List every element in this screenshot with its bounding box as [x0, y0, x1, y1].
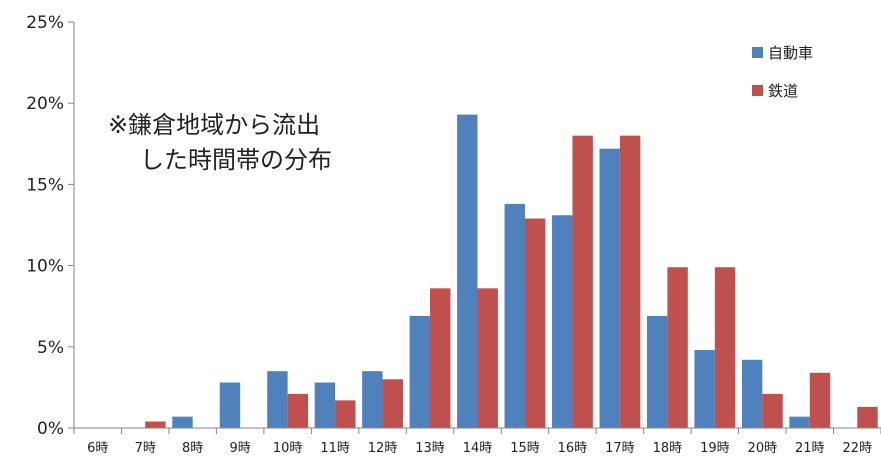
annotation: ※鎌倉地域から流出 した時間帯の分布: [108, 111, 332, 174]
annotation-line-2: した時間帯の分布: [140, 146, 332, 174]
x-tick-label: 13時: [415, 441, 445, 456]
x-tick-label: 6時: [87, 441, 108, 456]
x-tick-label: 18時: [653, 441, 683, 456]
bar: [646, 315, 668, 428]
bar: [524, 218, 546, 428]
x-tick-label: 19時: [700, 441, 730, 456]
bar: [572, 135, 593, 428]
x-tick-label: 17時: [605, 441, 635, 456]
x-tick-label: 16時: [558, 441, 588, 456]
y-axis: 0% 5% 10% 15% 20% 25%: [26, 13, 75, 439]
x-tick-label: 20時: [748, 441, 778, 456]
x-tick-label: 8時: [182, 441, 203, 456]
bar: [287, 393, 309, 428]
legend-label-rail: 鉄道: [768, 82, 798, 100]
bar: [362, 371, 383, 428]
x-tick-label: 10時: [273, 441, 303, 456]
x-tick-label: 12時: [368, 441, 398, 456]
y-tick-label: 20%: [26, 94, 64, 114]
legend-swatch-rail: [752, 85, 763, 96]
bar: [430, 288, 451, 428]
bar: [477, 288, 498, 428]
x-tick-label: 21時: [795, 441, 825, 456]
legend-label-car: 自動車: [768, 44, 813, 62]
x-tick-label: 9時: [230, 441, 251, 456]
legend-swatch-car: [752, 47, 763, 58]
bars: [145, 114, 878, 429]
x-axis: 6時 7時 8時 9時 10時 11時 12時 13時 14時 15時 16時 17時 18時 19時 20…: [73, 427, 881, 456]
x-tick-label: 22時: [842, 441, 872, 456]
bar: [741, 359, 763, 428]
bar: [552, 215, 573, 428]
x-tick-label: 11時: [320, 441, 350, 456]
y-tick-label: 10%: [26, 257, 64, 277]
y-tick-label: 0%: [37, 419, 64, 439]
bar: [667, 267, 688, 428]
bar: [809, 372, 831, 428]
bar: [619, 135, 641, 428]
bar: [762, 393, 783, 428]
bar: [789, 416, 810, 428]
x-tick-label: 15時: [510, 441, 540, 456]
bar: [504, 203, 525, 428]
bar: [694, 350, 715, 428]
bar: [172, 416, 193, 428]
y-tick-label: 25%: [26, 13, 64, 33]
y-tick-label: 5%: [37, 338, 64, 358]
bar: [457, 114, 478, 429]
bar: [267, 371, 288, 428]
bar: [219, 382, 241, 428]
legend: 自動車 鉄道: [752, 44, 813, 100]
annotation-line-1: ※鎌倉地域から流出: [108, 111, 320, 139]
y-tick-label: 15%: [26, 175, 64, 195]
bar: [382, 379, 403, 428]
bar: [145, 421, 166, 428]
bar: [314, 382, 336, 428]
bar: [714, 267, 736, 428]
bar: [857, 406, 878, 428]
bar: [599, 148, 620, 428]
bar: [409, 315, 431, 428]
x-tick-label: 7時: [135, 441, 156, 456]
bar: [335, 400, 356, 428]
x-tick-label: 14時: [463, 441, 493, 456]
